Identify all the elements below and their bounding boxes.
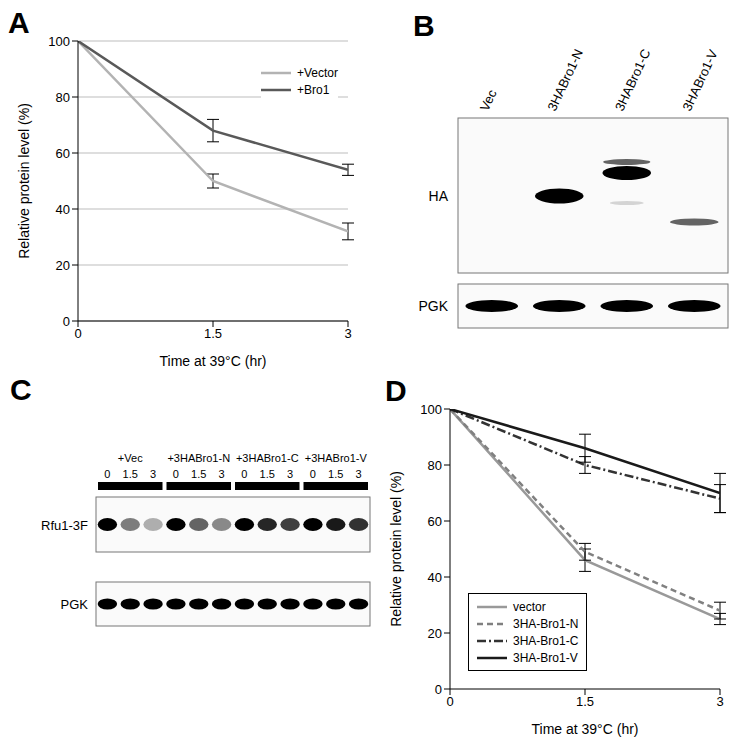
svg-text:1.5: 1.5 (576, 694, 594, 709)
svg-text:3HABro1-C: 3HABro1-C (612, 47, 654, 114)
html-text:3HA-Bro1-N: 3HA-Bro1-N (513, 616, 579, 631)
svg-text:+3HABro1-C: +3HABro1-C (236, 452, 299, 464)
svg-text:Relative protein level (%): Relative protein level (%) (16, 103, 32, 259)
svg-text:Time at 39°C (hr): Time at 39°C (hr) (160, 353, 267, 369)
svg-text:0: 0 (74, 326, 81, 341)
svg-text:3: 3 (287, 468, 293, 480)
svg-text:+3HABro1-N: +3HABro1-N (167, 452, 230, 464)
svg-text:PGK: PGK (418, 298, 448, 314)
svg-text:C: C (10, 373, 32, 406)
svg-text:0: 0 (173, 468, 179, 480)
svg-text:+3HABro1-V: +3HABro1-V (305, 452, 368, 464)
svg-text:40: 40 (428, 570, 442, 585)
html-text:3HA-Bro1-C: 3HA-Bro1-C (513, 633, 579, 648)
svg-text:3: 3 (219, 468, 225, 480)
svg-text:1.5: 1.5 (204, 326, 222, 341)
svg-text:3: 3 (344, 326, 351, 341)
html-text:3HA-Bro1-V: 3HA-Bro1-V (513, 650, 578, 665)
svg-text:0: 0 (435, 682, 442, 697)
svg-text:100: 100 (420, 402, 442, 417)
svg-text:1.5: 1.5 (123, 468, 138, 480)
svg-text:0: 0 (63, 314, 70, 329)
html-text:D: D (385, 374, 407, 407)
svg-text:B: B (413, 9, 435, 42)
svg-text:40: 40 (56, 202, 70, 217)
svg-text:1.5: 1.5 (260, 468, 275, 480)
svg-text:Relative protein level (%): Relative protein level (%) (388, 471, 404, 627)
svg-text:0: 0 (241, 468, 247, 480)
svg-text:20: 20 (428, 626, 442, 641)
svg-text:20: 20 (56, 258, 70, 273)
svg-text:1.5: 1.5 (328, 468, 343, 480)
svg-text:60: 60 (428, 514, 442, 529)
svg-text:60: 60 (56, 146, 70, 161)
svg-text:80: 80 (428, 458, 442, 473)
svg-text:3HABro1-V: 3HABro1-V (679, 47, 721, 113)
svg-text:3: 3 (356, 468, 362, 480)
svg-text:3: 3 (150, 468, 156, 480)
svg-text:3HABro1-N: 3HABro1-N (544, 47, 586, 114)
svg-text:0: 0 (446, 694, 453, 709)
svg-text:3: 3 (716, 694, 723, 709)
svg-text:Time at 39°C (hr): Time at 39°C (hr) (532, 721, 639, 737)
svg-text:Rfu1-3F: Rfu1-3F (41, 518, 88, 533)
html-text:vector: vector (513, 599, 546, 614)
svg-text:1.5: 1.5 (191, 468, 206, 480)
svg-text:PGK: PGK (61, 597, 89, 612)
svg-text:0: 0 (104, 468, 110, 480)
html-text:+Vector: +Vector (297, 65, 338, 80)
svg-text:100: 100 (48, 34, 70, 49)
svg-text:0: 0 (310, 468, 316, 480)
svg-text:80: 80 (56, 90, 70, 105)
svg-text:+Vec: +Vec (118, 452, 143, 464)
svg-text:Vec: Vec (477, 87, 500, 113)
html-text:A: A (8, 6, 30, 39)
html-text:+Bro1: +Bro1 (297, 82, 330, 97)
svg-text:HA: HA (429, 188, 449, 204)
